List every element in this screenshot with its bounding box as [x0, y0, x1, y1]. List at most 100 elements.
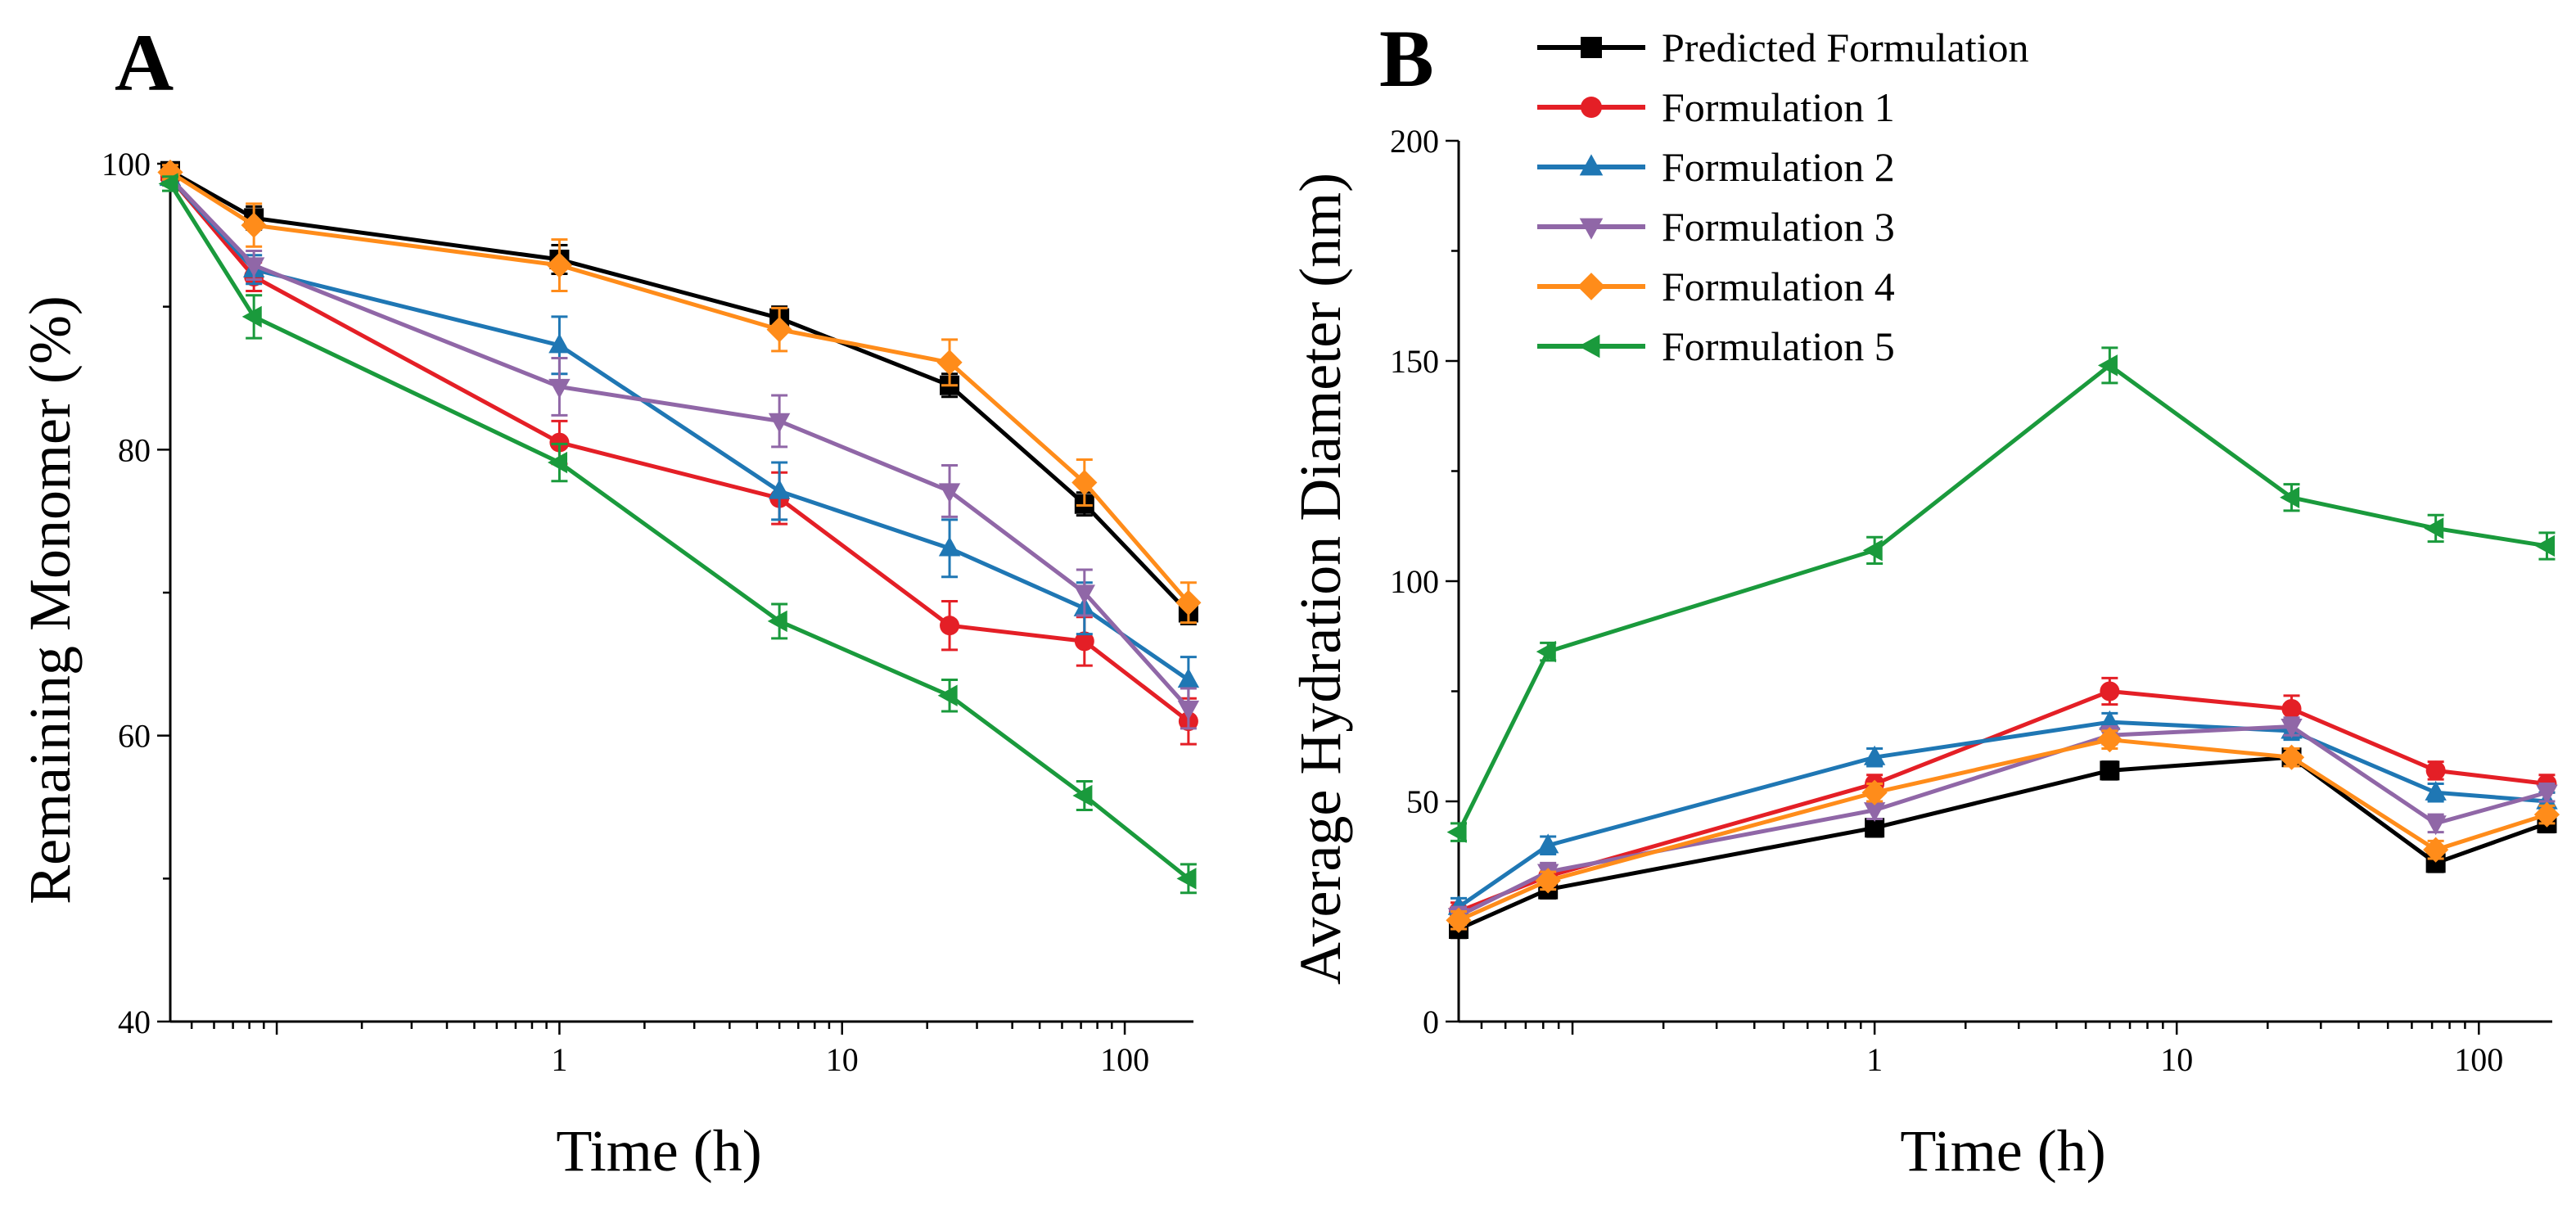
data-point — [2535, 535, 2556, 557]
panel-a-series-formulation-5 — [158, 173, 1197, 895]
data-point — [1865, 818, 1885, 838]
legend-item: Formulation 5 — [1537, 323, 1895, 369]
data-point — [1446, 907, 1472, 933]
panel-b-y-axis-title: Average Hydration Diameter (nm) — [1288, 173, 1353, 985]
legend-item: Formulation 4 — [1537, 264, 1895, 309]
data-point — [1073, 584, 1096, 605]
legend: Predicted Formulation Formulation 1 Formul… — [1537, 25, 2029, 369]
data-point — [242, 257, 265, 277]
data-point — [940, 616, 960, 636]
panel-b-x-tick-label: 100 — [2454, 1041, 2503, 1078]
panel-a: A 1 10 100 40 60 80 100 Time (h) Remaining Mon… — [17, 17, 1202, 1184]
data-point — [1446, 821, 1467, 843]
data-point — [1177, 668, 1200, 688]
data-point — [1861, 779, 1888, 805]
data-point — [548, 333, 571, 354]
data-point — [2096, 727, 2123, 753]
legend-item: Formulation 3 — [1537, 204, 1895, 250]
data-point — [2100, 760, 2120, 781]
panel-a-axes: 1 10 100 40 60 80 100 — [102, 146, 1193, 1078]
panel-a-y-axis-title: Remaining Monomer (%) — [17, 295, 83, 904]
panel-b-y-tick-label: 200 — [1390, 123, 1439, 160]
data-point — [2281, 718, 2303, 738]
legend-label: Formulation 4 — [1662, 264, 1895, 309]
data-point — [1177, 700, 1200, 720]
data-point — [2280, 486, 2300, 508]
data-point — [1862, 539, 1883, 562]
legend-marker — [1577, 273, 1605, 300]
legend-label: Formulation 2 — [1662, 144, 1895, 190]
panel-b-y-tick-label: 100 — [1390, 563, 1439, 600]
data-point — [938, 536, 961, 557]
data-point — [549, 432, 570, 453]
panel-a-series — [157, 159, 1202, 895]
data-point — [241, 305, 262, 328]
panel-a-y-tick-label: 100 — [102, 146, 151, 183]
data-point — [1074, 631, 1094, 652]
data-point — [2281, 699, 2302, 720]
data-point — [937, 684, 958, 706]
panel-b-series-formulation-4 — [1446, 727, 2560, 933]
data-point — [1175, 589, 1202, 616]
data-point — [158, 173, 178, 195]
data-point — [2536, 784, 2558, 805]
panel-b-y-tick-label: 0 — [1423, 1004, 1439, 1040]
data-point — [768, 479, 791, 499]
panel-a-x-axis-title: Time (h) — [556, 1118, 761, 1184]
data-point — [2424, 517, 2444, 539]
panel-a-y-tick-label: 40 — [118, 1004, 151, 1040]
panel-a-x-tick-label: 100 — [1100, 1041, 1149, 1078]
legend-marker — [1579, 218, 1604, 240]
legend-label: Formulation 3 — [1662, 204, 1895, 250]
data-point — [241, 212, 267, 238]
data-point — [938, 483, 961, 503]
data-point — [1072, 784, 1093, 807]
legend-item: Formulation 1 — [1537, 84, 1895, 130]
panel-b-y-tick-label: 50 — [1406, 783, 1439, 820]
data-point — [936, 350, 963, 376]
legend-marker — [1581, 97, 1602, 118]
panel-b-x-tick-label: 10 — [2160, 1041, 2193, 1078]
data-point — [768, 413, 791, 433]
data-point — [548, 378, 571, 399]
data-point — [2425, 780, 2447, 801]
panel-b-series-formulation-5 — [1446, 346, 2556, 843]
data-point — [2423, 837, 2449, 863]
data-point — [1863, 745, 1886, 765]
data-point — [546, 252, 573, 278]
data-point — [2425, 815, 2447, 836]
panel-b-x-tick-label: 1 — [1866, 1041, 1883, 1078]
panel-b-label: B — [1379, 13, 1434, 104]
data-point — [2099, 710, 2121, 730]
panel-a-y-tick-label: 60 — [118, 718, 151, 755]
data-point — [2097, 354, 2118, 377]
legend-label: Predicted Formulation — [1662, 25, 2029, 70]
data-point — [1071, 469, 1098, 496]
data-point — [1535, 868, 1561, 894]
data-point — [766, 317, 792, 343]
data-point — [1536, 640, 1556, 663]
panel-a-series-formulation-4 — [157, 159, 1202, 625]
legend-item: Formulation 2 — [1537, 144, 1895, 190]
data-point — [2278, 744, 2305, 770]
panel-b-y-tick-label: 150 — [1390, 343, 1439, 380]
data-point — [2425, 760, 2446, 781]
legend-label: Formulation 5 — [1662, 323, 1895, 369]
data-point — [767, 610, 787, 633]
data-point — [1176, 868, 1197, 890]
panel-b-x-axis-title: Time (h) — [1900, 1118, 2105, 1184]
legend-marker — [1581, 37, 1602, 58]
data-point — [1863, 802, 1886, 823]
panel-b-axes: 1 10 100 0 50 100 150 200 — [1390, 123, 2552, 1078]
panel-b: B 1 10 100 0 50 100 150 200 Time (h) Average Hy… — [1288, 13, 2560, 1184]
legend-marker — [1578, 334, 1600, 359]
panel-a-y-tick-label: 80 — [118, 431, 151, 468]
legend-label: Formulation 1 — [1662, 84, 1895, 130]
data-point — [1536, 833, 1559, 854]
panel-a-x-tick-label: 10 — [826, 1041, 859, 1078]
data-point — [548, 451, 568, 474]
panel-a-x-tick-label: 1 — [551, 1041, 567, 1078]
data-point — [2533, 801, 2560, 828]
panel-b-series — [1446, 346, 2560, 940]
